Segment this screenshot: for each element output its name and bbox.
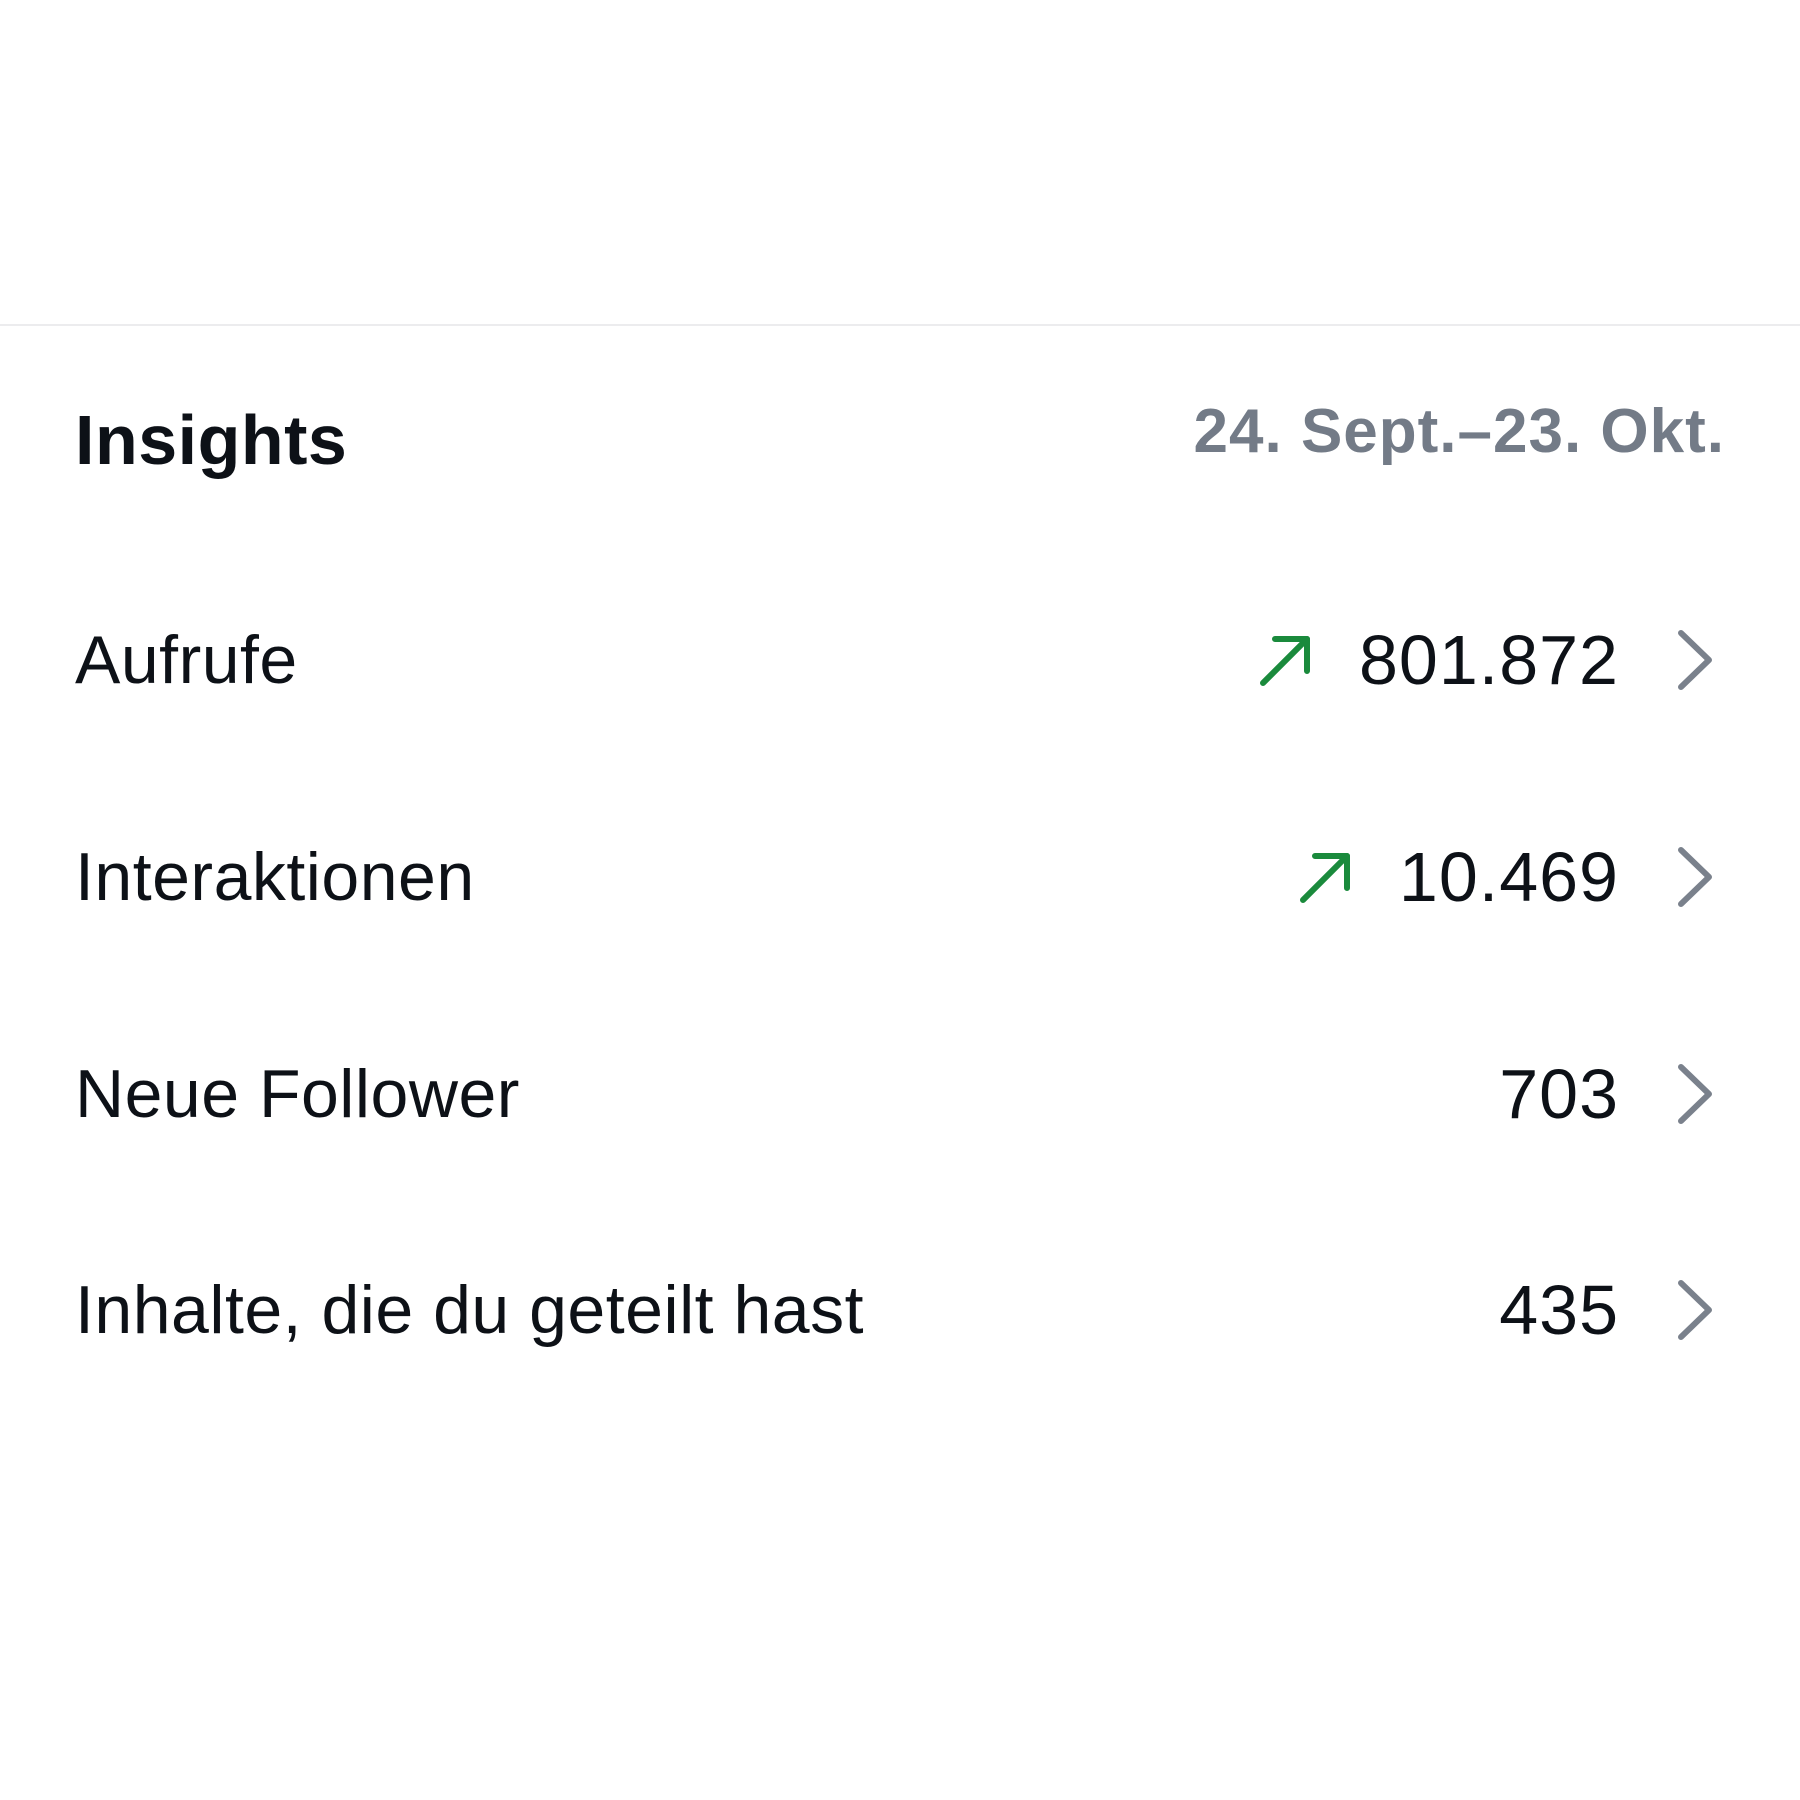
- row-right: 703: [1499, 1034, 1725, 1154]
- up-arrow-icon: [1259, 636, 1310, 686]
- row-label: Inhalte, die du geteilt hast: [75, 1272, 864, 1348]
- insights-row-neue-follower[interactable]: Neue Follower 703: [75, 1034, 1725, 1154]
- chevron-right-icon: [1678, 847, 1712, 907]
- row-label: Interaktionen: [75, 839, 475, 915]
- row-label: Neue Follower: [75, 1056, 520, 1132]
- insights-title: Insights: [75, 401, 348, 479]
- row-value: 703: [1499, 1055, 1619, 1133]
- row-value: 801.872: [1358, 621, 1619, 699]
- row-right: 801.872: [1257, 600, 1725, 720]
- chevron-right-icon: [1678, 1280, 1712, 1340]
- date-range: 24. Sept.–23. Okt.: [1193, 397, 1725, 466]
- row-value: 10.469: [1398, 838, 1619, 916]
- top-divider: [0, 324, 1800, 326]
- insights-row-inhalte[interactable]: Inhalte, die du geteilt hast 435: [75, 1250, 1725, 1370]
- insights-row-interaktionen[interactable]: Interaktionen 10.469: [75, 817, 1725, 937]
- row-label: Aufrufe: [75, 622, 298, 698]
- insights-row-aufrufe[interactable]: Aufrufe 801.872: [75, 600, 1725, 720]
- row-right: 10.469: [1297, 817, 1725, 937]
- row-right: 435: [1499, 1250, 1725, 1370]
- chevron-right-icon: [1678, 630, 1712, 690]
- chevron-right-icon: [1678, 1064, 1712, 1124]
- insights-header: Insights 24. Sept.–23. Okt.: [75, 395, 1725, 485]
- up-arrow-icon: [1299, 853, 1350, 903]
- row-value: 435: [1499, 1271, 1619, 1349]
